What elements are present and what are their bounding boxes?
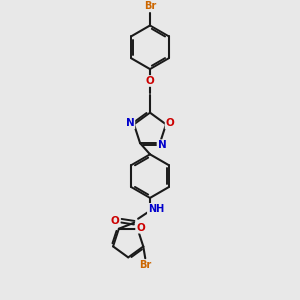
Text: N: N bbox=[158, 140, 166, 150]
Text: O: O bbox=[136, 223, 145, 233]
Text: Br: Br bbox=[139, 260, 152, 270]
Text: O: O bbox=[146, 76, 154, 86]
Text: Br: Br bbox=[144, 1, 156, 11]
Text: N: N bbox=[126, 118, 134, 128]
Text: O: O bbox=[166, 118, 174, 128]
Text: NH: NH bbox=[148, 204, 164, 214]
Text: O: O bbox=[111, 216, 120, 226]
